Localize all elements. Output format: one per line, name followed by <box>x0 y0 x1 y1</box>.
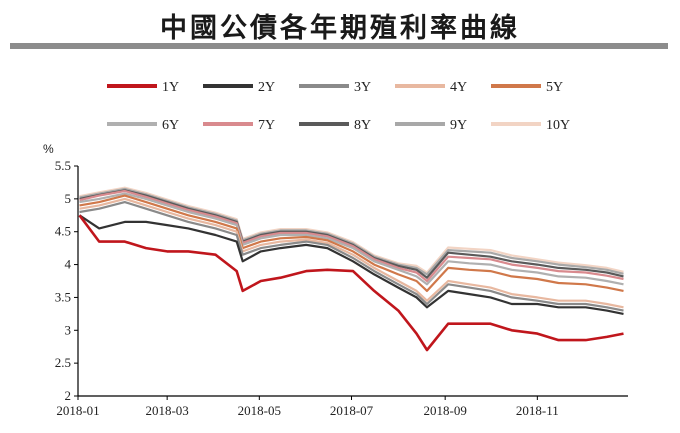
legend-label-5y: 5Y <box>546 80 563 95</box>
x-tick-label: 2018-05 <box>238 403 281 418</box>
title-underline <box>10 43 668 49</box>
legend-label-3y: 3Y <box>354 80 371 95</box>
series-line-6y <box>79 192 624 286</box>
legend: 1Y 2Y 3Y 4Y 5Y 6Y 7Y 8Y 9Y 10Y <box>107 80 570 133</box>
x-tick-label: 2018-11 <box>516 403 559 418</box>
y-tick-label: 2 <box>65 388 72 403</box>
y-tick-label: 3.5 <box>55 289 71 304</box>
legend-label-9y: 9Y <box>450 118 467 133</box>
y-tick-label: 5.5 <box>55 158 71 173</box>
x-tick-label: 2018-01 <box>56 403 99 418</box>
legend-label-7y: 7Y <box>258 118 275 133</box>
series-line-4y <box>79 197 624 309</box>
series-line-5y <box>79 194 624 292</box>
chart-title: 中國公債各年期殖利率曲線 <box>160 13 520 44</box>
series-line-8y <box>79 189 624 279</box>
series-line-7y <box>79 189 624 283</box>
legend-label-10y: 10Y <box>546 118 570 133</box>
series-line-2y <box>78 214 624 315</box>
series-line-10y <box>79 186 624 274</box>
series-line-9y <box>79 187 624 276</box>
y-tick-label: 5 <box>65 191 72 206</box>
y-axis-label: % <box>43 142 54 156</box>
x-tick-label: 2018-03 <box>145 403 188 418</box>
legend-label-8y: 8Y <box>354 118 371 133</box>
x-tick-label: 2018-07 <box>330 403 374 418</box>
y-tick-label: 3 <box>65 322 72 337</box>
legend-label-6y: 6Y <box>162 118 179 133</box>
y-tick-label: 4.5 <box>55 224 71 239</box>
legend-label-2y: 2Y <box>258 80 275 95</box>
y-tick-label: 4 <box>65 257 72 272</box>
legend-label-4y: 4Y <box>450 80 467 95</box>
legend-label-1y: 1Y <box>162 80 179 95</box>
series-lines <box>78 186 624 352</box>
x-tick-label: 2018-09 <box>423 403 466 418</box>
series-line-3y <box>79 201 624 312</box>
axes: 2 2.5 3 3.5 4 4.5 5 5.5 2018-01 2018-03 2018-05 201… <box>55 158 628 418</box>
y-tick-label: 2.5 <box>55 355 71 370</box>
series-line-1y <box>78 214 624 352</box>
